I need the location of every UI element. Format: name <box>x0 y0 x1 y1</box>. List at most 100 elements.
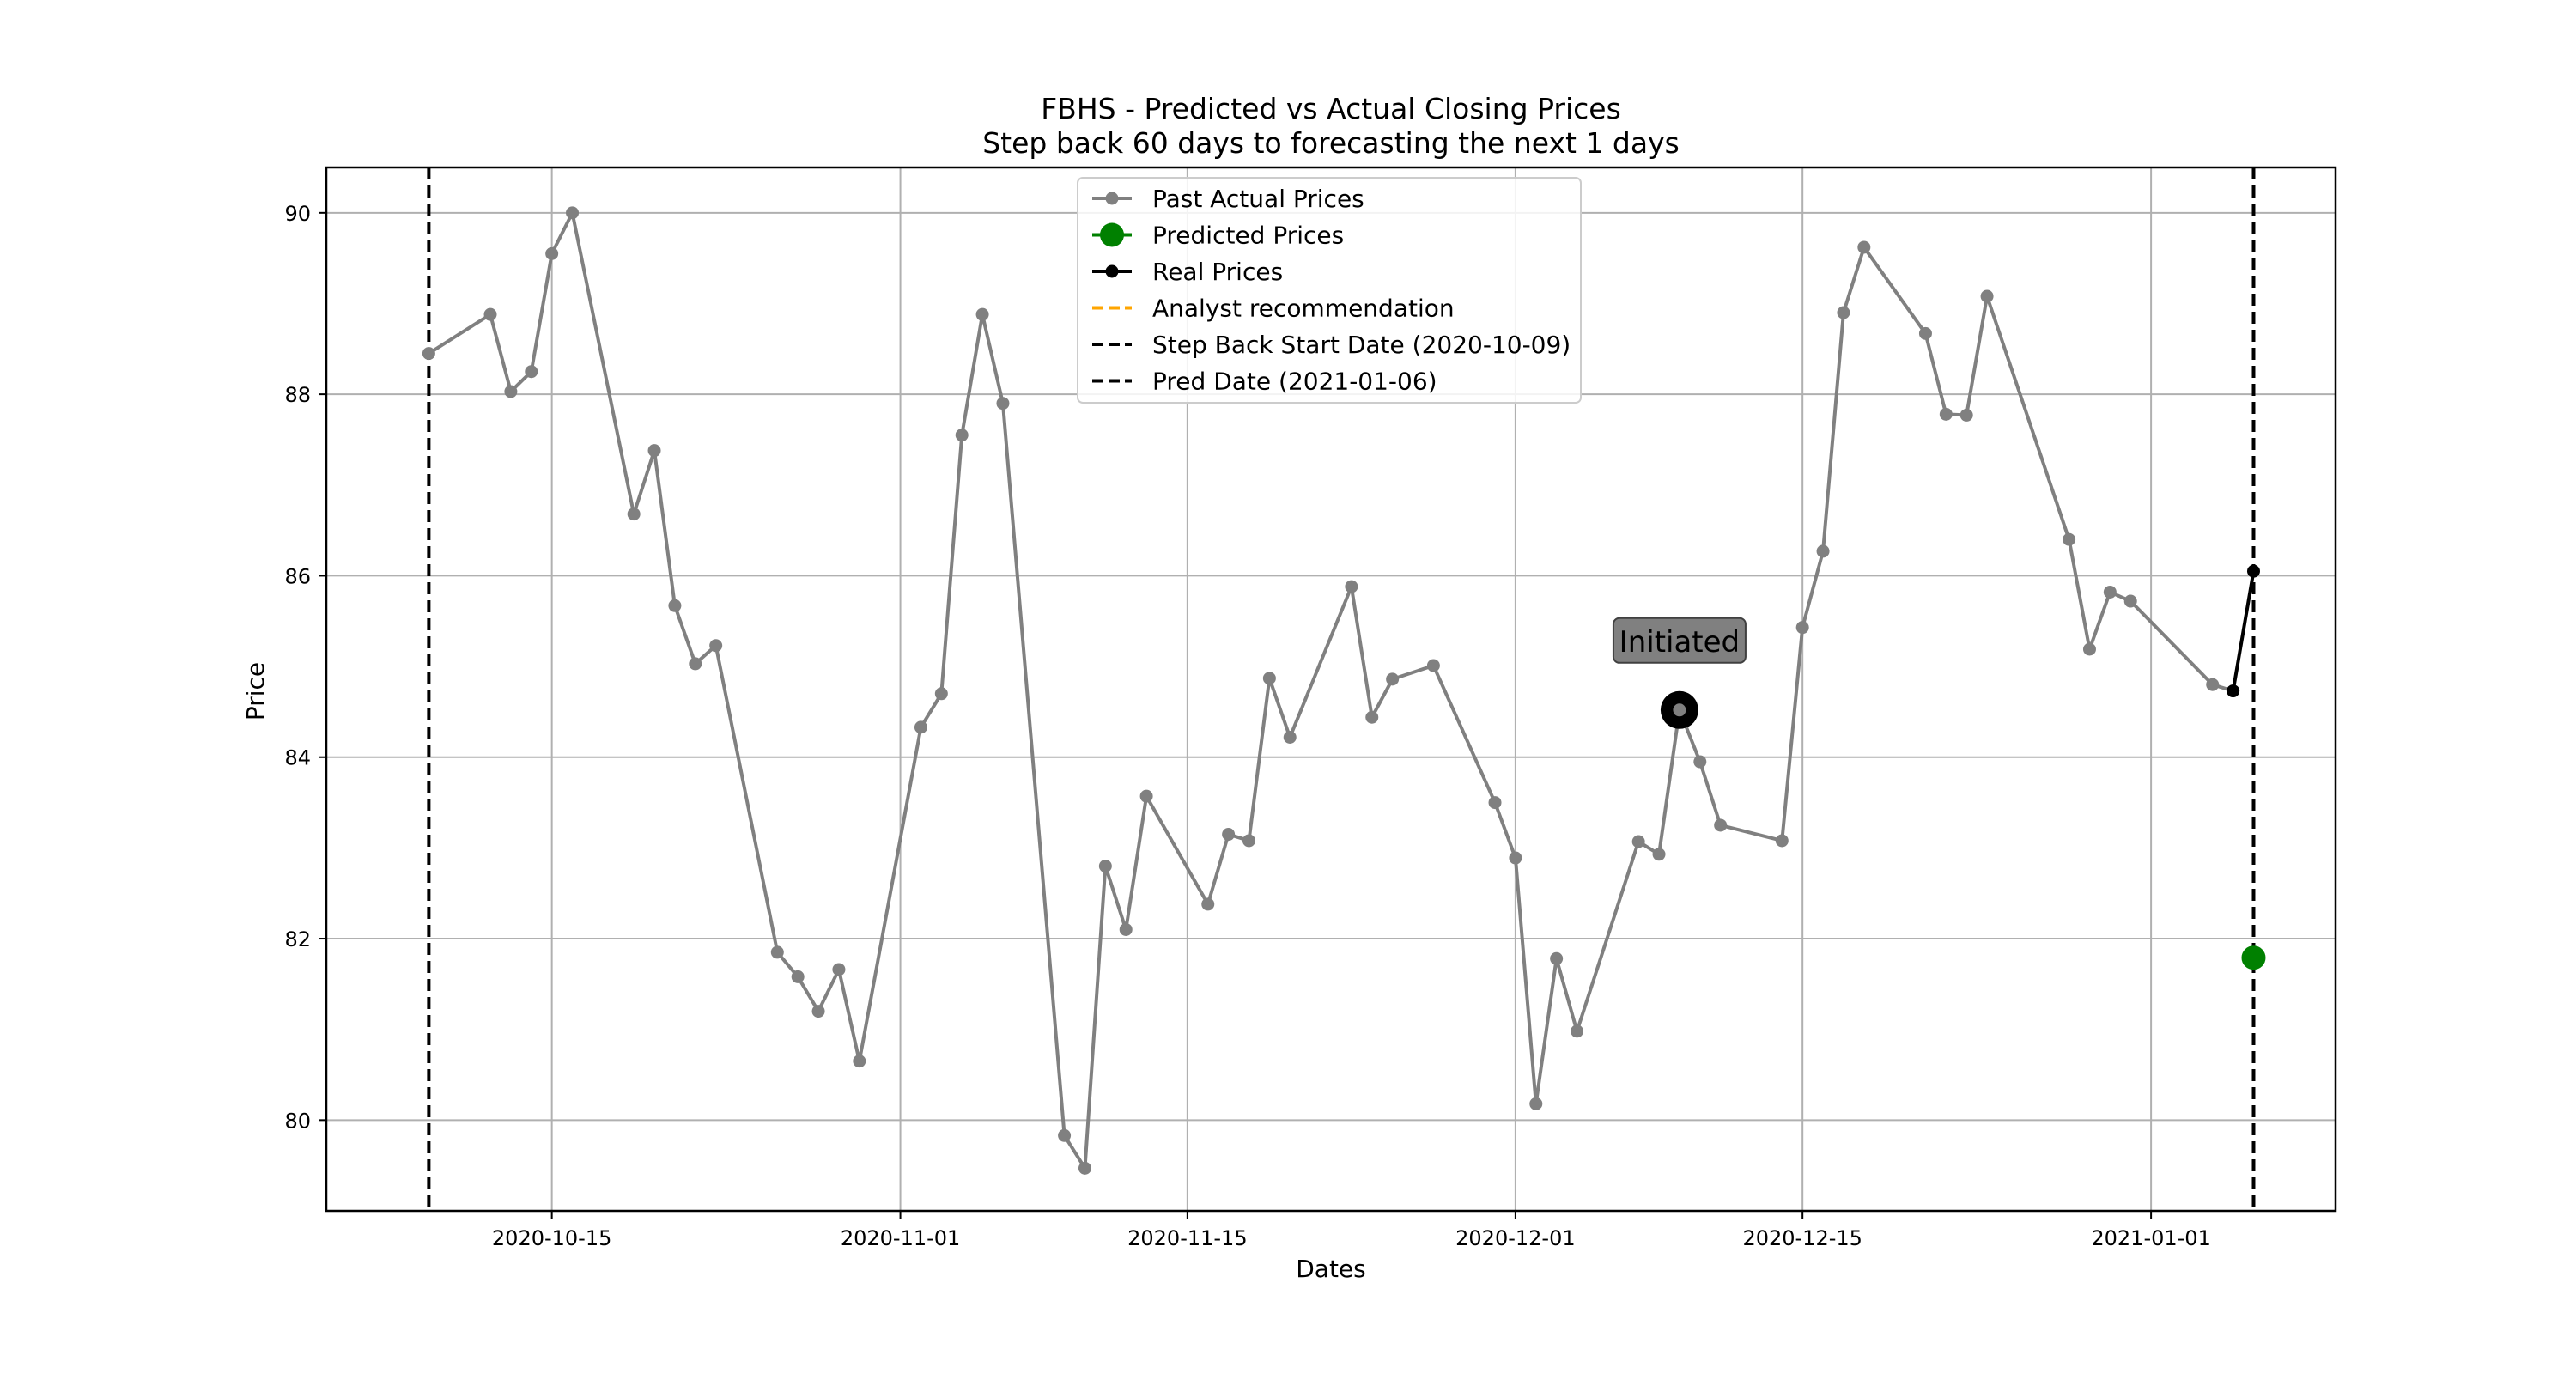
data-point <box>2246 564 2260 578</box>
chart-title: FBHS - Predicted vs Actual Closing Price… <box>1041 92 1621 125</box>
data-point <box>627 508 641 521</box>
legend-item: Analyst recommendation <box>1092 295 1455 323</box>
data-point <box>1959 408 1973 422</box>
legend-item: Predicted Prices <box>1092 222 1344 250</box>
data-point <box>853 1055 866 1068</box>
legend-marker <box>1105 192 1119 205</box>
data-point <box>1816 544 1830 558</box>
x-tick-label: 2020-10-15 <box>492 1226 611 1250</box>
legend-label: Real Prices <box>1152 258 1283 286</box>
data-point <box>1550 951 1564 965</box>
x-tick-label: 2020-12-15 <box>1742 1226 1862 1250</box>
y-tick-label: 86 <box>284 564 311 588</box>
data-point <box>1345 580 1358 593</box>
legend: Past Actual Prices Predicted Prices Real P… <box>1077 177 1582 404</box>
legend-item: Step Back Start Date (2020-10-09) <box>1092 331 1571 359</box>
data-point <box>1795 621 1809 635</box>
data-point <box>1529 1097 1543 1110</box>
data-point <box>1119 922 1133 936</box>
data-point <box>832 963 846 976</box>
data-point <box>1837 306 1850 319</box>
data-point <box>668 599 682 612</box>
data-point <box>2241 945 2266 970</box>
data-point <box>504 385 518 398</box>
data-point <box>545 246 559 260</box>
chart-subtitle: Step back 60 days to forecasting the nex… <box>982 126 1680 160</box>
data-point <box>2123 594 2137 608</box>
data-point <box>1980 289 1994 303</box>
data-point <box>2063 532 2076 546</box>
legend-label: Analyst recommendation <box>1152 295 1455 323</box>
annotation-layer: Initiated <box>1612 617 1747 729</box>
data-point <box>2206 678 2220 691</box>
data-point <box>1365 710 1379 724</box>
data-point <box>934 687 948 701</box>
data-point <box>811 1005 825 1018</box>
data-point <box>1201 897 1215 911</box>
legend-label: Pred Date (2021-01-06) <box>1152 368 1437 396</box>
legend-item: Pred Date (2021-01-06) <box>1092 368 1437 396</box>
data-point <box>1857 240 1871 254</box>
y-tick-label: 82 <box>284 927 311 951</box>
data-point <box>1775 834 1789 848</box>
y-tick-label: 84 <box>284 746 311 770</box>
series-1 <box>2241 945 2266 970</box>
x-ticks: 2020-10-15 2020-11-01 2020-11-15 2020-12-01… <box>492 1211 2211 1250</box>
data-point <box>996 397 1010 410</box>
data-point <box>647 444 661 458</box>
data-point <box>791 970 805 983</box>
data-point <box>1222 828 1236 842</box>
data-point <box>914 720 927 734</box>
legend-items: Past Actual Prices Predicted Prices Real P… <box>1092 185 1571 396</box>
legend-item: Past Actual Prices <box>1092 185 1364 213</box>
data-point <box>1139 789 1153 803</box>
data-point <box>483 307 497 321</box>
data-point <box>1631 835 1645 848</box>
data-point <box>1652 848 1666 861</box>
data-point <box>709 639 723 653</box>
data-point <box>1386 672 1400 686</box>
legend-label: Past Actual Prices <box>1152 185 1364 213</box>
data-point <box>1571 1024 1584 1038</box>
x-tick-label: 2020-11-01 <box>841 1226 960 1250</box>
y-tick-label: 80 <box>284 1109 311 1133</box>
legend-item: Real Prices <box>1092 258 1283 286</box>
legend-marker <box>1105 264 1119 278</box>
x-axis-label: Dates <box>1296 1255 1366 1283</box>
data-point <box>1509 851 1522 865</box>
data-point <box>1078 1161 1091 1175</box>
data-point <box>1262 672 1276 685</box>
data-point <box>525 365 538 379</box>
data-point <box>1098 860 1112 873</box>
data-point <box>2103 585 2117 599</box>
y-tick-label: 90 <box>284 202 311 226</box>
data-point <box>1714 818 1728 832</box>
data-point <box>422 347 435 361</box>
annotation-point <box>1673 703 1686 717</box>
legend-marker <box>1100 222 1124 247</box>
data-point <box>566 206 580 220</box>
data-point <box>1426 659 1440 672</box>
y-tick-label: 88 <box>284 383 311 407</box>
series-layer <box>422 206 2266 1175</box>
data-point <box>689 657 702 671</box>
data-point <box>1918 326 1932 340</box>
data-point <box>1242 834 1255 848</box>
annotation-label: Initiated <box>1619 625 1740 660</box>
x-tick-label: 2020-12-01 <box>1455 1226 1575 1250</box>
data-point <box>1939 407 1953 421</box>
x-tick-label: 2020-11-15 <box>1127 1226 1247 1250</box>
data-point <box>1693 755 1707 769</box>
annotation-box <box>1612 617 1747 664</box>
data-point <box>2082 642 2096 656</box>
data-point <box>975 307 989 321</box>
legend-frame <box>1077 177 1582 404</box>
y-axis-label: Price <box>241 662 270 720</box>
data-point <box>1058 1128 1072 1142</box>
legend-label: Step Back Start Date (2020-10-09) <box>1152 331 1571 359</box>
data-point <box>1488 796 1502 810</box>
data-point <box>770 945 784 959</box>
series-0 <box>422 206 2240 1175</box>
series-line <box>2231 570 2256 691</box>
